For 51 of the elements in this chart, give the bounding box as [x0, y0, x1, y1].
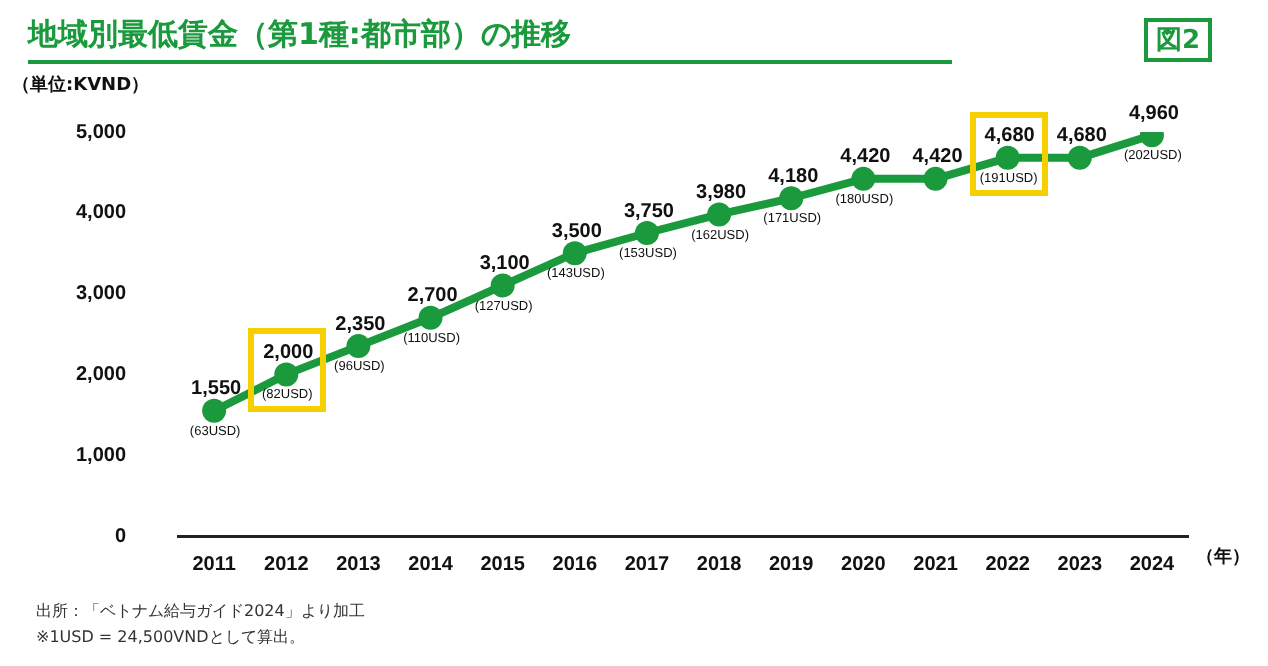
point: [923, 166, 948, 191]
chart-title: 地域別最低賃金（第1種:都市部）の推移: [28, 16, 952, 64]
data-label: 2,000: [263, 341, 315, 364]
x-tick-label: 2015: [480, 553, 526, 576]
point: [779, 186, 804, 211]
point: [634, 221, 659, 245]
x-tick-label: 2019: [768, 553, 815, 576]
data-label: 3,750: [623, 200, 675, 223]
data-label: 4,680: [984, 125, 1036, 148]
x-tick-label: 2017: [624, 553, 671, 576]
x-tick-label: 2024: [1129, 553, 1176, 576]
x-tick-label: 2014: [408, 553, 454, 576]
caption: 図2: [1143, 18, 1212, 62]
x-tick-label: 2021: [913, 553, 959, 576]
data-label: 4,680: [1056, 125, 1108, 148]
x-tick-label: 2022: [985, 553, 1031, 576]
x-tick-label: 2011: [192, 553, 237, 576]
data-label: 3,500: [551, 220, 603, 243]
data-label: 4,420: [840, 146, 892, 169]
y-axis-title: （単位:KVND）: [12, 73, 150, 96]
point: [202, 398, 227, 423]
y-tick-label: 5,000: [75, 121, 127, 144]
x-tick-label: 2012: [264, 553, 310, 576]
point: [1067, 145, 1092, 170]
point: [707, 202, 732, 227]
data-label: 3,100: [479, 253, 531, 276]
data-label: 2,350: [335, 313, 387, 336]
point: [562, 241, 587, 266]
x-tick-label: 2023: [1057, 553, 1103, 576]
text: ※1USD = 24,500VNDとして算出。: [36, 626, 307, 650]
point: [851, 166, 876, 191]
x-tick-label: 2018: [696, 553, 743, 576]
point: [490, 273, 515, 298]
point: [346, 334, 371, 359]
y-tick-label: 2,000: [75, 363, 127, 386]
y-tick-label: 3,000: [75, 283, 127, 306]
text: 出所：「ベトナム給与ガイド2024」より加工: [36, 600, 365, 624]
x-tick-label: 2013: [336, 553, 382, 576]
data-label: 4,180: [768, 165, 820, 188]
point: [418, 305, 443, 330]
y-tick-label: 0: [114, 525, 127, 548]
x-tick-label: 2016: [552, 553, 598, 576]
x-tick-label: 2020: [841, 553, 887, 576]
y-tick-label: 4,000: [75, 202, 127, 225]
x-axis-title: （年）: [1196, 545, 1250, 568]
data-label: 1,550: [191, 378, 243, 401]
data-label: 3,980: [696, 181, 747, 204]
y-tick-label: 1,000: [75, 444, 127, 467]
data-label: 4,420: [912, 146, 964, 169]
data-label: 2,700: [407, 285, 459, 308]
data-label: 4,960: [1128, 102, 1180, 125]
